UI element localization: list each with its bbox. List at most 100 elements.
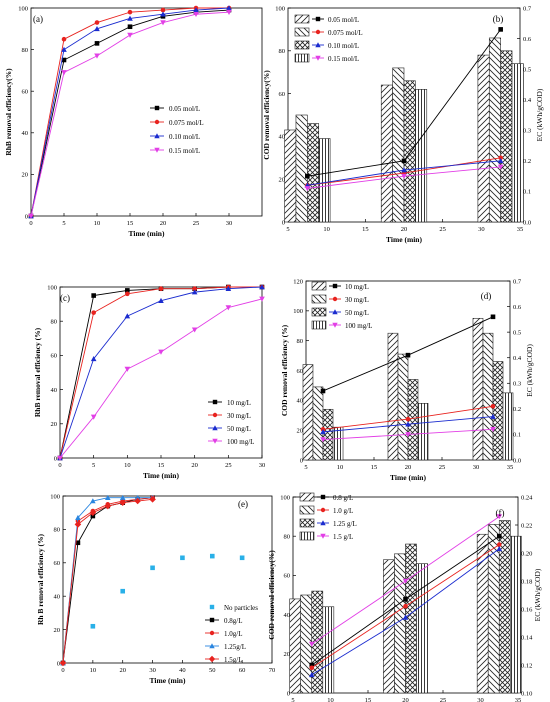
y2-tick-label: 0.4 — [523, 97, 532, 104]
legend-swatch — [294, 53, 310, 63]
data-point — [94, 26, 100, 32]
x-tick-label: 60 — [239, 667, 246, 674]
bar — [332, 426, 344, 461]
legend-marker — [212, 412, 218, 418]
x-axis-title: Time (min) — [150, 676, 186, 685]
data-point — [75, 514, 81, 521]
bar — [322, 606, 335, 694]
bar — [302, 364, 314, 461]
series-line — [30, 9, 230, 217]
data-point — [191, 289, 198, 295]
data-point — [90, 623, 96, 629]
bar-group — [387, 332, 429, 461]
bar — [416, 563, 428, 694]
legend-marker — [208, 655, 216, 663]
legend-label: 1.25g/L — [224, 643, 246, 651]
y2-tick-label: 0.14 — [521, 634, 533, 641]
panel-b-cod-removal-and-ec: 5 10 15 20 25 30 35 0 20 40 60 80 100 Time (min) COD r… — [262, 5, 544, 244]
data-point — [124, 366, 131, 372]
data-point — [124, 313, 131, 319]
data-point — [127, 15, 133, 21]
legend-label: 0.15 mol/L — [328, 55, 359, 63]
legend-marker — [315, 55, 321, 61]
y2-tick-label: 0.18 — [521, 578, 532, 585]
y-tick-label: 40 — [297, 398, 304, 405]
legend-marker — [212, 425, 218, 431]
legend-swatch — [294, 40, 310, 50]
data-point — [127, 24, 133, 30]
ec-point — [496, 514, 503, 520]
data-point — [226, 9, 232, 15]
ec-point — [498, 155, 503, 161]
legend-swatch — [299, 505, 315, 515]
bar-group — [476, 520, 522, 694]
legend-label: 0.8 g/L — [333, 494, 353, 502]
x-tick-label: 0 — [61, 667, 64, 674]
data-point — [158, 286, 164, 292]
y2-tick-label: 0.22 — [521, 522, 532, 529]
x-tick-label: 15 — [365, 697, 372, 702]
bar — [498, 520, 511, 694]
ec-point — [490, 404, 496, 409]
x-tick-label: 30 — [478, 226, 485, 233]
data-point — [61, 46, 67, 52]
legend-marker — [154, 119, 160, 125]
data-point — [134, 497, 141, 505]
y-tick-label: 60 — [22, 89, 29, 96]
panel-letter: (d) — [481, 291, 492, 301]
ec-point — [403, 596, 408, 602]
x-tick-label: 20 — [119, 667, 126, 674]
data-point — [209, 553, 215, 559]
bar — [383, 559, 395, 694]
x-tick-label: 20 — [160, 220, 167, 227]
bar-group — [477, 37, 524, 223]
bar — [415, 89, 428, 223]
series-0-8g-l — [60, 495, 155, 666]
y2-tick-label: 0.2 — [513, 406, 521, 413]
x-axis-title: Time (min) — [143, 471, 179, 480]
legend-marker — [332, 283, 338, 289]
ec-point — [496, 542, 502, 547]
x-tick-label: 5 — [304, 464, 307, 471]
ec-point — [498, 27, 503, 32]
x-axis-title: Time (min) — [386, 235, 422, 244]
data-point — [91, 293, 96, 298]
ec-point — [304, 186, 311, 192]
bar — [511, 63, 524, 223]
y-tick-label: 0 — [57, 660, 60, 667]
series-0-15-mol-l — [28, 9, 232, 219]
bar-group — [284, 114, 331, 223]
panel-letter: (b) — [493, 14, 504, 24]
legend-swatch — [294, 14, 310, 24]
data-point — [90, 498, 96, 504]
legend-label: 30 mg/L — [345, 296, 369, 304]
series-50-mg-l — [57, 284, 265, 461]
data-point — [150, 565, 155, 571]
x-tick-label: 30 — [259, 462, 266, 469]
bar — [417, 403, 429, 461]
data-point — [75, 540, 81, 546]
legend: 10 mg/L 30 mg/L 50 mg/L 100 mg/L — [208, 399, 254, 446]
series-1-5g-l — [59, 496, 156, 667]
ec-point — [308, 641, 315, 647]
x-tick-label: 25 — [440, 697, 447, 702]
y2-tick-label: 0.6 — [523, 36, 532, 43]
y2-tick-label: 0.2 — [523, 158, 531, 165]
y-tick-label: 100 — [275, 5, 285, 12]
data-point — [104, 494, 111, 500]
y-tick-label: 0 — [25, 213, 28, 220]
legend-label: 50 mg/L — [227, 425, 251, 433]
y-tick-label: 0 — [300, 457, 303, 464]
legend-label: 10 mg/L — [227, 399, 251, 407]
legend-swatch — [299, 531, 315, 541]
bar — [322, 408, 334, 461]
x-tick-label: 10 — [327, 697, 334, 702]
legend-label: 0.10 mol/L — [328, 42, 359, 50]
ec-point — [405, 432, 411, 438]
bar — [284, 129, 297, 223]
series-no-particles — [60, 553, 245, 666]
ec-point — [401, 167, 407, 173]
legend-marker — [209, 604, 215, 610]
bar — [295, 114, 308, 223]
